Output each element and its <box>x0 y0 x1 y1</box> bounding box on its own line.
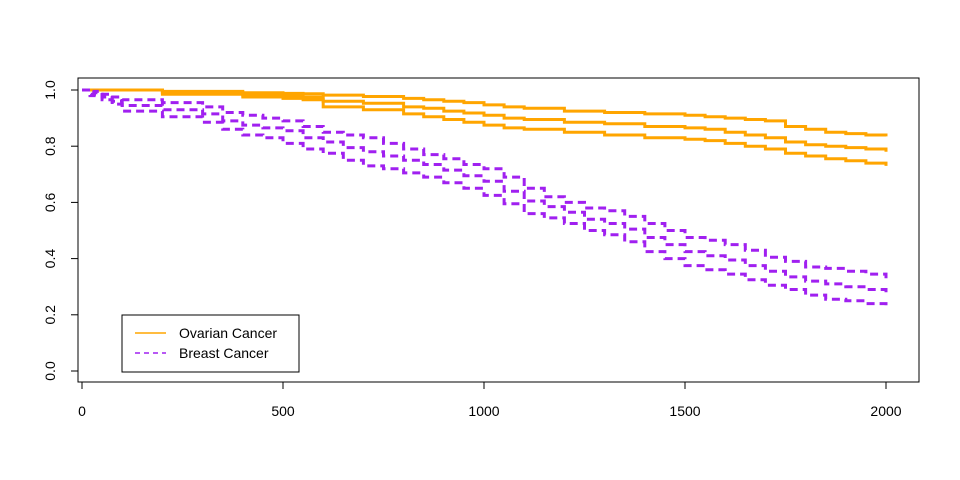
series-line-breast-3 <box>82 88 888 279</box>
series-line-ovarian-2 <box>82 88 888 166</box>
series-line-breast-4 <box>82 88 888 296</box>
x-tick-label: 1000 <box>468 403 499 419</box>
x-tick-label: 1500 <box>669 403 700 419</box>
legend-label-ovarian: Ovarian Cancer <box>179 325 277 341</box>
axis-layer: 0 500 1000 1500 2000 0.0 0.2 0.4 0.6 0.8 1.0 <box>42 80 902 419</box>
x-tick-label: 2000 <box>870 403 901 419</box>
legend-label-breast: Breast Cancer <box>179 345 269 361</box>
series-line-ovarian-1 <box>82 88 888 152</box>
series-line-ovarian-0 <box>82 88 888 137</box>
y-tick-label: 0.0 <box>42 361 58 381</box>
series-layer <box>82 88 888 310</box>
series-line-breast-5 <box>82 88 888 310</box>
y-tick-label: 1.0 <box>42 80 58 100</box>
y-tick-label: 0.8 <box>42 136 58 156</box>
y-tick-label: 0.6 <box>42 192 58 212</box>
legend: Ovarian Cancer Breast Cancer <box>121 314 300 373</box>
x-tick-label: 0 <box>78 403 86 419</box>
y-tick-label: 0.4 <box>42 249 58 269</box>
y-tick-label: 0.2 <box>42 305 58 325</box>
legend-box <box>121 314 300 373</box>
x-tick-label: 500 <box>271 403 295 419</box>
